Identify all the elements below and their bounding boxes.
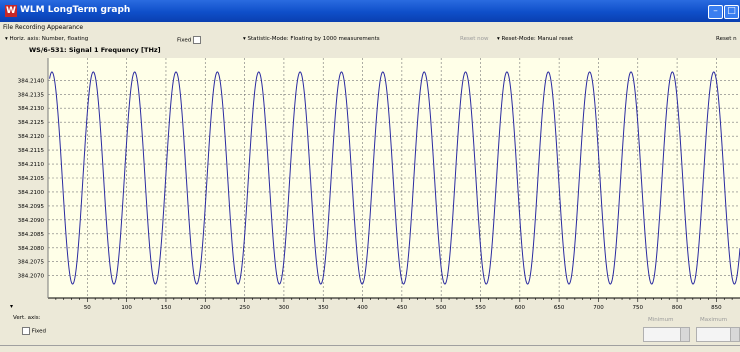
options-bar: ▾ Horiz. axis: Number, floating Fixed ▾ … xyxy=(0,33,740,45)
fixed-checkbox[interactable] xyxy=(193,36,202,44)
menu-recording[interactable]: Recording xyxy=(15,24,46,31)
x-tick-label: 350 xyxy=(318,305,329,311)
x-tick-label: 300 xyxy=(279,305,290,311)
vert-axis-label: Vert. axis: xyxy=(13,315,41,321)
maximum-input[interactable] xyxy=(696,327,732,342)
x-tick-label: 50 xyxy=(84,305,91,311)
vert-fixed-checkbox[interactable] xyxy=(22,327,30,335)
frequency-chart: 384.2070 384.2075 384.2080 384.2085 384.2090… xyxy=(0,55,740,314)
minimum-spinner[interactable] xyxy=(680,327,690,342)
menu-appearance[interactable]: Appearance xyxy=(47,24,84,31)
menu-bar: File Recording Appearance xyxy=(0,22,740,33)
x-tick-label: 800 xyxy=(672,305,683,311)
y-tick-label: 384.2125 xyxy=(18,120,45,126)
reset-now-button[interactable]: Reset now xyxy=(460,36,489,42)
x-tick-label: 500 xyxy=(436,305,447,311)
reset-mode-dropdown[interactable]: ▾ Reset-Mode: Manual reset xyxy=(497,36,574,42)
statistic-mode-dropdown[interactable]: ▾ Statistic-Mode: Floating by 1000 measu… xyxy=(243,36,380,42)
horiz-axis-dropdown[interactable]: ▾ Horiz. axis: Number, floating xyxy=(5,36,89,42)
x-tick-label: 600 xyxy=(515,305,526,311)
x-tick-label: 200 xyxy=(200,305,211,311)
y-tick-label: 384.2120 xyxy=(18,134,45,140)
vert-fixed-option[interactable]: Fixed xyxy=(22,327,46,335)
minimize-button[interactable]: – xyxy=(708,5,723,19)
x-tick-label: 650 xyxy=(554,305,565,311)
minimum-input[interactable] xyxy=(643,327,681,342)
y-tick-label: 384.2085 xyxy=(18,232,45,238)
horiz-axis-label: Horiz. axis: Number, floating xyxy=(9,36,89,42)
menu-file[interactable]: File xyxy=(3,24,14,31)
vert-fixed-label: Fixed xyxy=(31,328,47,335)
axis-arrow: ▾ xyxy=(10,303,13,310)
minimum-label: Minimum xyxy=(648,317,674,323)
x-tick-label: 750 xyxy=(633,305,644,311)
maximize-button[interactable]: □ xyxy=(724,5,739,19)
fixed-label: Fixed xyxy=(177,37,192,44)
window-title: WLM LongTerm graph xyxy=(20,5,131,15)
x-tick-label: 100 xyxy=(121,305,132,311)
x-tick-label: 150 xyxy=(161,305,172,311)
statistic-mode-label: Statistic-Mode: Floating by 1000 measure… xyxy=(247,36,380,42)
maximum-spinner[interactable] xyxy=(730,327,740,342)
x-tick-label: 250 xyxy=(239,305,250,311)
maximum-label: Maximum xyxy=(700,317,728,323)
series-line xyxy=(49,71,740,285)
status-separator xyxy=(0,345,740,346)
y-tick-label: 384.2070 xyxy=(18,274,45,280)
x-tick-label: 400 xyxy=(357,305,368,311)
x-axis: 50 100 150 200 250 300 350 400 450 500 550 600 650 70… xyxy=(55,298,733,311)
y-tick-label: 384.2130 xyxy=(18,106,45,112)
app-icon: W xyxy=(5,5,17,17)
reset-right-label: Reset n xyxy=(716,36,737,42)
y-tick-label: 384.2135 xyxy=(18,92,45,98)
bottom-panel: Vert. axis: Fixed Minimum Maximum xyxy=(0,314,740,352)
reset-mode-label: Reset-Mode: Manual reset xyxy=(501,36,574,42)
y-tick-label: 384.2080 xyxy=(18,246,45,252)
x-tick-label: 550 xyxy=(475,305,486,311)
y-tick-label: 384.2090 xyxy=(18,218,45,224)
y-tick-label: 384.2115 xyxy=(18,148,45,154)
y-tick-label: 384.2105 xyxy=(18,176,45,182)
y-tick-label: 384.2110 xyxy=(18,162,45,168)
y-tick-label: 384.2100 xyxy=(18,190,45,196)
x-tick-label: 850 xyxy=(711,305,722,311)
y-tick-label: 384.2140 xyxy=(18,78,45,84)
x-tick-label: 450 xyxy=(397,305,408,311)
title-bar[interactable]: W WLM LongTerm graph – □ xyxy=(0,0,740,22)
y-axis: 384.2070 384.2075 384.2080 384.2085 384.2090… xyxy=(18,78,45,279)
y-tick-label: 384.2095 xyxy=(18,204,45,210)
y-tick-label: 384.2075 xyxy=(18,260,45,266)
fixed-option[interactable]: Fixed xyxy=(177,36,202,45)
chart-title: WS/6-531: Signal 1 Frequency [THz] xyxy=(29,46,161,54)
x-tick-label: 700 xyxy=(593,305,604,311)
